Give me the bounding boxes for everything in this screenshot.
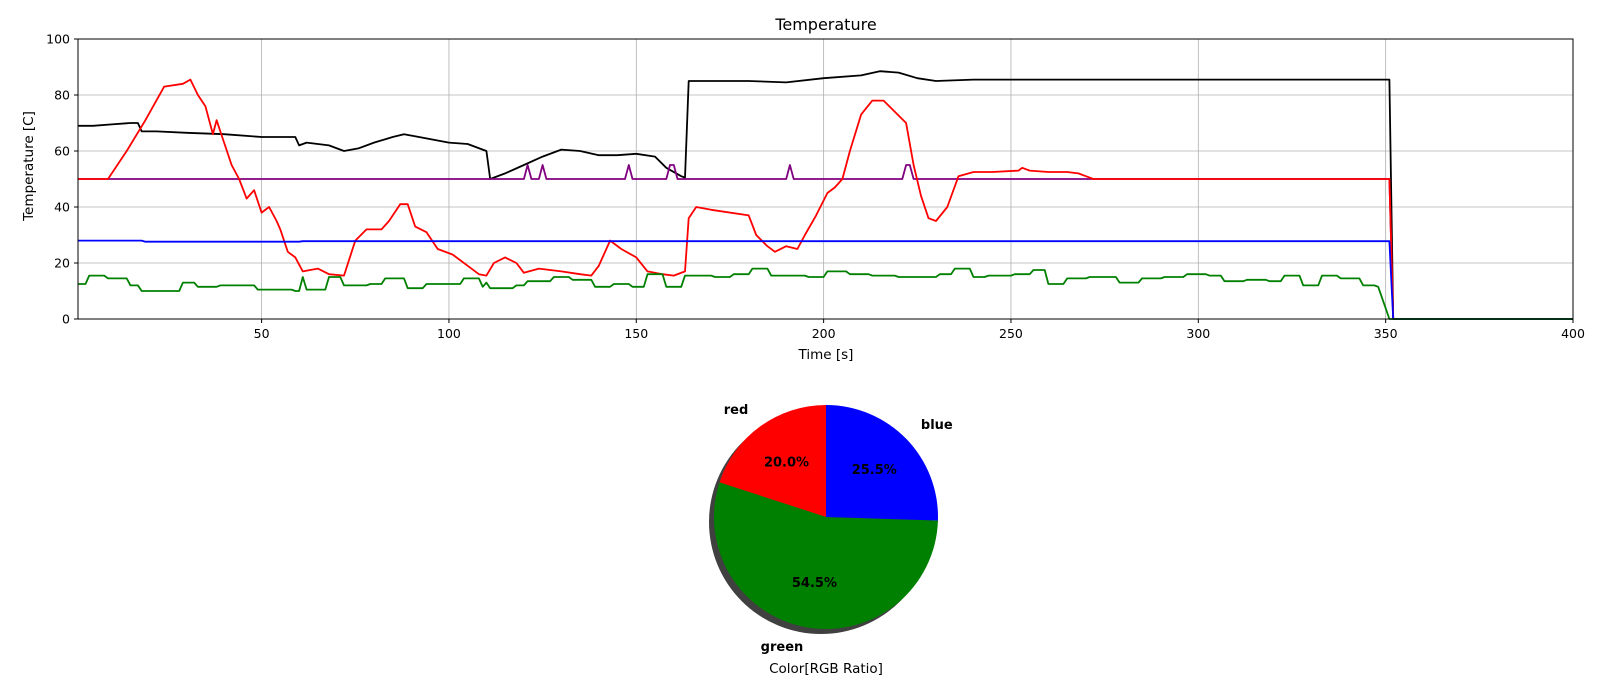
- pie-label-green: green: [761, 640, 804, 655]
- line-chart-xlabel: Time [s]: [798, 347, 854, 363]
- pie-percent-green: 54.5%: [792, 576, 837, 591]
- x-tick-label: 50: [254, 326, 270, 341]
- pie-chart: red 20.0% green 54.5% blue 25.5% Color[RGB Ra…: [709, 403, 953, 677]
- y-ticks: 0 20 40 60 80 100: [46, 32, 78, 327]
- pie-label-blue: blue: [921, 418, 953, 433]
- line-chart-title: Temperature: [774, 15, 876, 34]
- x-tick-label: 250: [999, 326, 1023, 341]
- line-chart-axes: 50 100 150 200 250 300 350 400 0 20 40 60 80 100 Tem…: [21, 15, 1585, 363]
- pie-slices: [713, 405, 938, 630]
- y-tick-label: 0: [62, 312, 70, 327]
- pie-labels: red 20.0% green 54.5% blue 25.5%: [724, 403, 953, 655]
- line-series-5: [78, 267, 1573, 320]
- y-tick-label: 60: [54, 144, 70, 159]
- line-series-1: [78, 70, 1573, 320]
- line-series-2: [78, 164, 1573, 320]
- line-series-3: [78, 78, 1573, 320]
- y-tick-label: 20: [54, 256, 70, 271]
- pie-percent-red: 20.0%: [764, 456, 809, 471]
- x-tick-label: 350: [1374, 326, 1398, 341]
- x-tick-label: 150: [624, 326, 648, 341]
- line-series-group: [78, 70, 1573, 320]
- y-tick-label: 100: [46, 32, 70, 47]
- line-series-4: [78, 239, 1573, 320]
- pie-chart-xlabel: Color[RGB Ratio]: [769, 661, 883, 677]
- y-tick-label: 40: [54, 200, 70, 215]
- y-tick-label: 80: [54, 88, 70, 103]
- x-tick-label: 300: [1186, 326, 1210, 341]
- pie-slice-red: [719, 405, 826, 517]
- axes-frame: [77, 38, 1574, 320]
- pie-label-red: red: [724, 403, 749, 418]
- pie-slice-blue: [826, 405, 938, 521]
- x-ticks: 50 100 150 200 250 300 350 400: [254, 319, 1585, 341]
- line-chart-ylabel: Temperature [C]: [21, 111, 37, 222]
- pie-percent-blue: 25.5%: [852, 463, 897, 478]
- x-tick-label: 100: [437, 326, 461, 341]
- x-tick-label: 200: [812, 326, 836, 341]
- pie-slice-green: [713, 482, 938, 630]
- x-tick-label: 400: [1561, 326, 1585, 341]
